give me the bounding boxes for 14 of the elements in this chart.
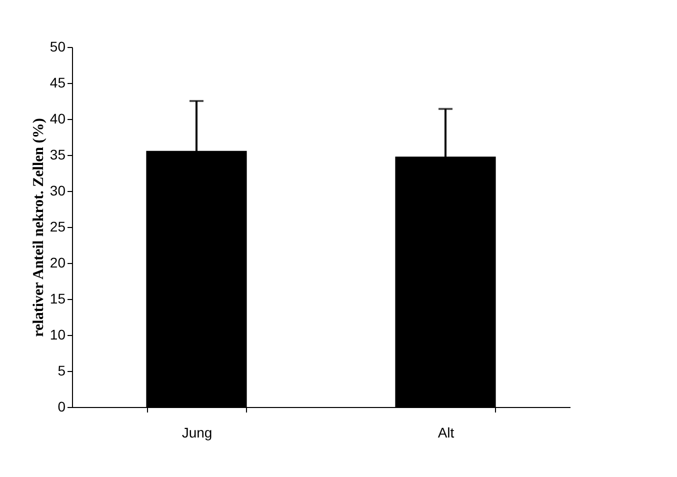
y-tick-label: 15	[50, 290, 66, 306]
y-axis-title: relativer Anteil nekrot. Zellen (%)	[30, 118, 47, 337]
y-tick-label: 0	[58, 398, 66, 414]
y-tick-label: 25	[50, 218, 66, 234]
y-tick-label: 35	[50, 146, 66, 162]
y-tick-label: 30	[50, 182, 66, 198]
x-tick-label: Jung	[182, 424, 212, 440]
x-tick-label: Alt	[438, 424, 454, 440]
y-tick-label: 20	[50, 254, 66, 270]
y-tick-label: 45	[50, 74, 66, 90]
y-tick-label: 5	[58, 362, 66, 378]
y-tick-label: 40	[50, 110, 66, 126]
y-tick-label: 10	[50, 326, 66, 342]
y-tick-label: 50	[50, 38, 66, 54]
